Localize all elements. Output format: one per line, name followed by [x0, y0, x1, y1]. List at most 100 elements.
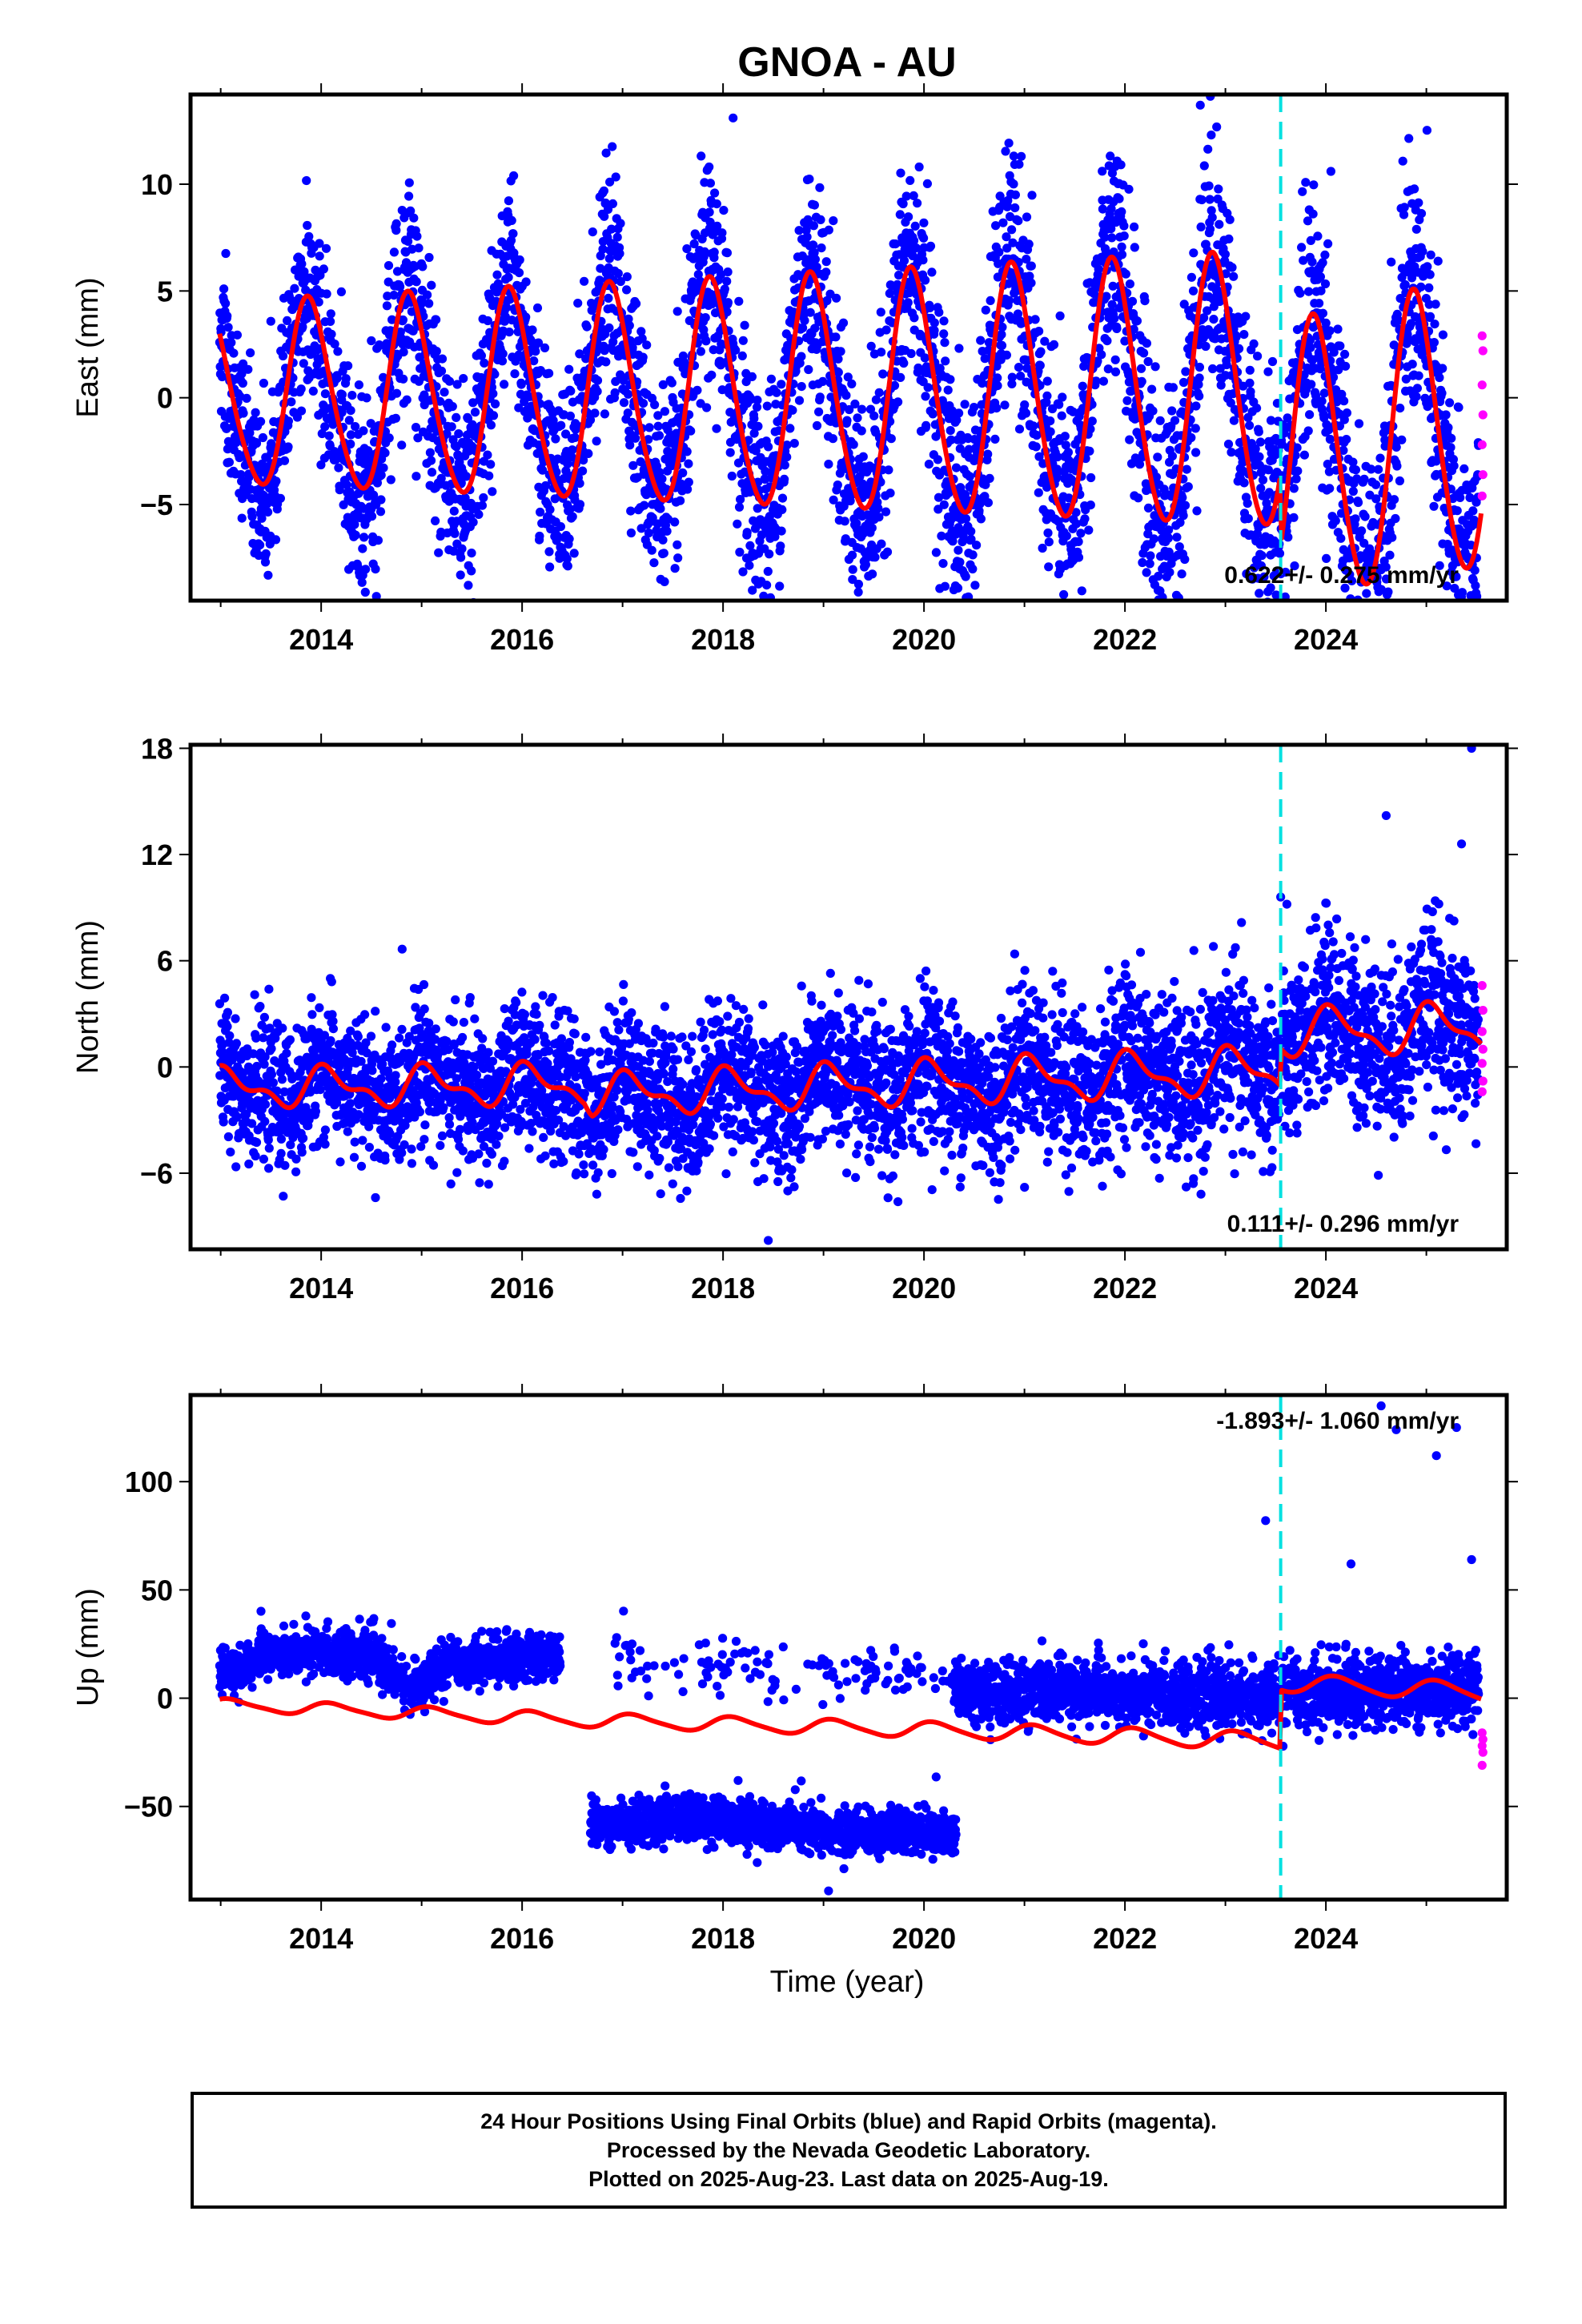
east-rapid-orbit-points [1477, 331, 1488, 501]
east-point [239, 408, 248, 418]
east-point [922, 179, 932, 188]
east-point [810, 255, 820, 264]
east-point [1022, 212, 1032, 222]
east-point [1400, 279, 1410, 290]
east-point [1465, 653, 1474, 661]
east-point [861, 560, 870, 569]
east-point [278, 351, 288, 361]
east-point [1397, 435, 1407, 444]
east-point [219, 284, 229, 294]
figure-title: GNOA - AU [737, 39, 956, 86]
east-point [753, 396, 762, 405]
east-point [1043, 528, 1053, 538]
east-point [259, 378, 268, 388]
east-point [836, 347, 845, 356]
east-point [894, 271, 904, 280]
east-point [1150, 362, 1160, 372]
east-point [615, 249, 624, 259]
east-point [298, 322, 307, 332]
east-point [833, 480, 842, 490]
east-point [1342, 435, 1351, 444]
east-point [1063, 448, 1073, 457]
east-point [701, 313, 710, 323]
east-point [565, 505, 575, 514]
east-point [1153, 452, 1162, 462]
east-point [976, 336, 986, 345]
east-point [610, 388, 620, 398]
east-point [1195, 373, 1204, 383]
east-point [965, 472, 974, 481]
east-point [1167, 452, 1177, 461]
east-point [1376, 613, 1385, 622]
east-point [1078, 381, 1087, 391]
east-point [604, 254, 614, 263]
east-rapid-point [1477, 491, 1487, 501]
north-point [285, 1035, 295, 1044]
east-point [1276, 622, 1285, 631]
east-point [565, 411, 576, 421]
east-point [1044, 562, 1054, 572]
east-point [737, 351, 747, 360]
east-point [1207, 131, 1216, 140]
east-point [1449, 461, 1459, 471]
east-point [1339, 396, 1349, 406]
east-point [346, 439, 355, 449]
east-point [1351, 655, 1359, 664]
east-point [777, 505, 787, 515]
east-point [341, 374, 351, 384]
east-point [1049, 657, 1058, 666]
east-point [722, 276, 732, 286]
east-point [297, 259, 307, 269]
east-point [925, 303, 935, 312]
east-point [829, 216, 838, 226]
east-point [1256, 484, 1266, 493]
east-point [684, 477, 693, 487]
east-point [863, 608, 872, 617]
east-point [569, 549, 579, 558]
east-point [667, 378, 677, 388]
east-point [1375, 453, 1385, 463]
north-point [231, 1014, 240, 1023]
east-point [719, 206, 729, 215]
east-point [624, 320, 634, 331]
north-point [244, 1159, 254, 1169]
east-point [1395, 476, 1404, 486]
east-point [423, 290, 432, 300]
east-point [800, 316, 809, 325]
east-point [705, 179, 716, 188]
east-point [1127, 296, 1138, 306]
north-point [260, 1116, 270, 1126]
east-point [722, 248, 733, 258]
east-point [1356, 613, 1365, 621]
east-point [1147, 384, 1157, 394]
east-point [460, 493, 470, 503]
east-point [333, 347, 343, 356]
east-point [896, 372, 905, 382]
east-point [1351, 514, 1360, 524]
east-point [1363, 621, 1372, 629]
east-point [727, 471, 737, 481]
east-point [605, 177, 615, 187]
east-point [1319, 388, 1329, 398]
east-point [440, 617, 449, 625]
east-point [287, 397, 296, 407]
east-point [1407, 360, 1417, 369]
east-point [1007, 225, 1017, 235]
east-point [431, 516, 440, 526]
east-point [983, 449, 993, 459]
east-point [660, 407, 670, 416]
east-point [909, 313, 919, 323]
east-point [970, 603, 979, 612]
east-point [1412, 384, 1422, 393]
east-point [507, 215, 516, 225]
east-point [1223, 440, 1234, 449]
east-point [1246, 387, 1255, 396]
east-point [647, 545, 656, 555]
east-point [1457, 588, 1467, 597]
east-point [644, 423, 654, 432]
east-point [1201, 341, 1211, 352]
east-point [434, 548, 444, 557]
east-point [833, 368, 843, 377]
east-point [600, 211, 609, 221]
east-point [238, 378, 247, 388]
